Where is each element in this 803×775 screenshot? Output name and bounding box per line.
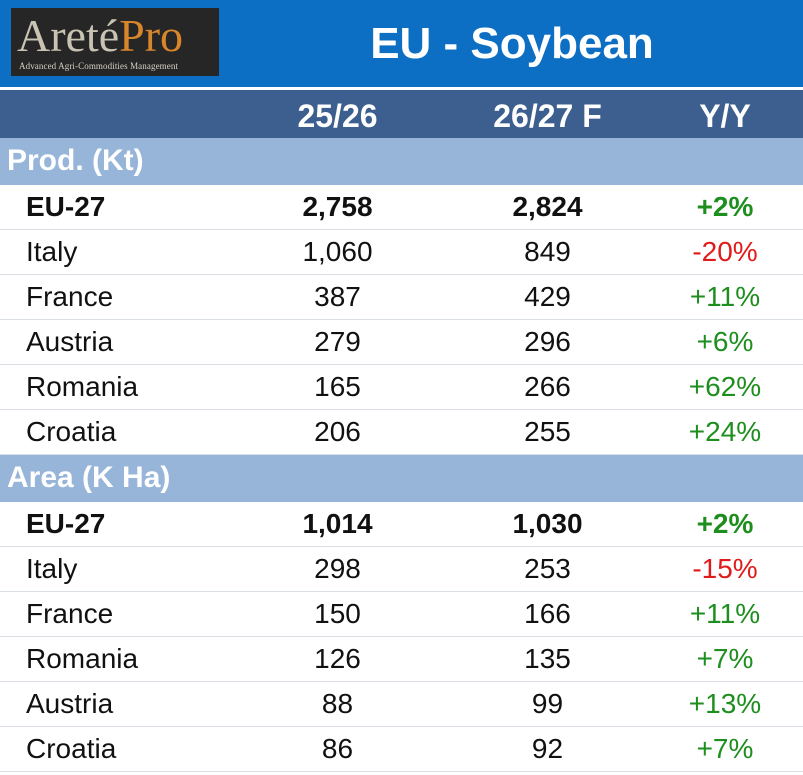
value-2526: 150 xyxy=(314,598,361,629)
country-name: Romania xyxy=(26,371,139,402)
country-name: Austria xyxy=(26,688,114,719)
value-yy: +24% xyxy=(688,416,762,447)
value-yy: +6% xyxy=(696,326,754,357)
value-yy: +11% xyxy=(689,281,761,312)
logo-word-arete: Areté xyxy=(17,10,120,61)
table-row: France 387 429 +11% xyxy=(0,275,803,320)
value-yy: +62% xyxy=(688,371,762,402)
value-yy: +7% xyxy=(696,733,754,764)
value-yy: -15% xyxy=(692,553,758,584)
value-2627f: 429 xyxy=(524,281,571,312)
table-row: France 150 166 +11% xyxy=(0,592,803,637)
value-2526: 298 xyxy=(314,553,361,584)
country-name: Romania xyxy=(26,643,139,674)
value-2627f: 92 xyxy=(531,733,564,764)
value-2526: 1,060 xyxy=(302,236,373,267)
table-row: Austria 88 99 +13% xyxy=(0,682,803,727)
value-2627f: 849 xyxy=(524,236,571,267)
section-label: Prod. (Kt) xyxy=(7,144,144,177)
country-name: EU-27 xyxy=(26,508,106,539)
country-name: Austria xyxy=(26,326,114,357)
value-2526: 206 xyxy=(314,416,361,447)
country-name: Croatia xyxy=(26,733,117,764)
aretepro-logo: AretéPro Advanced Agri-Commodities Manag… xyxy=(11,8,219,76)
country-name: Croatia xyxy=(26,416,117,447)
value-yy: +13% xyxy=(688,688,762,719)
value-2627f: 253 xyxy=(524,553,571,584)
value-2526: 126 xyxy=(314,643,361,674)
value-yy: +11% xyxy=(689,598,761,629)
value-yy: -20% xyxy=(692,236,758,267)
table-row: Croatia 206 255 +24% xyxy=(0,410,803,455)
table-row: Austria 279 296 +6% xyxy=(0,320,803,365)
logo-word-pro: Pro xyxy=(119,10,184,61)
value-2627f: 296 xyxy=(524,326,571,357)
country-name: France xyxy=(26,281,114,312)
value-2627f: 135 xyxy=(524,643,571,674)
table-row: Italy 298 253 -15% xyxy=(0,547,803,592)
column-header-2627f: 26/27 F xyxy=(493,98,602,134)
table-row: EU-27 1,014 1,030 +2% xyxy=(0,502,803,547)
title-bar: AretéPro Advanced Agri-Commodities Manag… xyxy=(0,0,803,87)
country-name: Italy xyxy=(26,236,78,267)
value-2526: 1,014 xyxy=(302,508,373,539)
section-label: Area (K Ha) xyxy=(7,461,171,494)
logo-tagline: Advanced Agri-Commodities Management xyxy=(19,61,179,71)
table-row: Croatia 86 92 +7% xyxy=(0,727,803,772)
value-2627f: 266 xyxy=(524,371,571,402)
table-row: Romania 165 266 +62% xyxy=(0,365,803,410)
country-name: Italy xyxy=(26,553,78,584)
value-2526: 387 xyxy=(314,281,361,312)
section-header: Prod. (Kt) xyxy=(0,138,803,185)
table-title: EU - Soybean xyxy=(370,19,654,68)
value-yy: +2% xyxy=(696,191,754,222)
column-header-row: 25/26 26/27 F Y/Y xyxy=(0,87,803,138)
logo-wordmark: AretéPro xyxy=(17,12,183,60)
value-2526: 165 xyxy=(314,371,361,402)
value-2627f: 255 xyxy=(524,416,571,447)
value-2526: 88 xyxy=(321,688,354,719)
column-header-yy: Y/Y xyxy=(699,98,751,134)
table-row: Italy 1,060 849 -20% xyxy=(0,230,803,275)
column-header-2526: 25/26 xyxy=(297,98,378,134)
country-name: France xyxy=(26,598,114,629)
value-yy: +2% xyxy=(696,508,754,539)
value-yy: +7% xyxy=(696,643,754,674)
value-2627f: 166 xyxy=(524,598,571,629)
value-2627f: 2,824 xyxy=(512,191,583,222)
country-name: EU-27 xyxy=(26,191,106,222)
value-2526: 86 xyxy=(321,733,354,764)
table-row: EU-27 2,758 2,824 +2% xyxy=(0,185,803,230)
value-2627f: 1,030 xyxy=(512,508,583,539)
value-2526: 279 xyxy=(314,326,361,357)
section-header: Area (K Ha) xyxy=(0,455,803,502)
value-2627f: 99 xyxy=(531,688,564,719)
value-2526: 2,758 xyxy=(302,191,373,222)
table-row: Romania 126 135 +7% xyxy=(0,637,803,682)
